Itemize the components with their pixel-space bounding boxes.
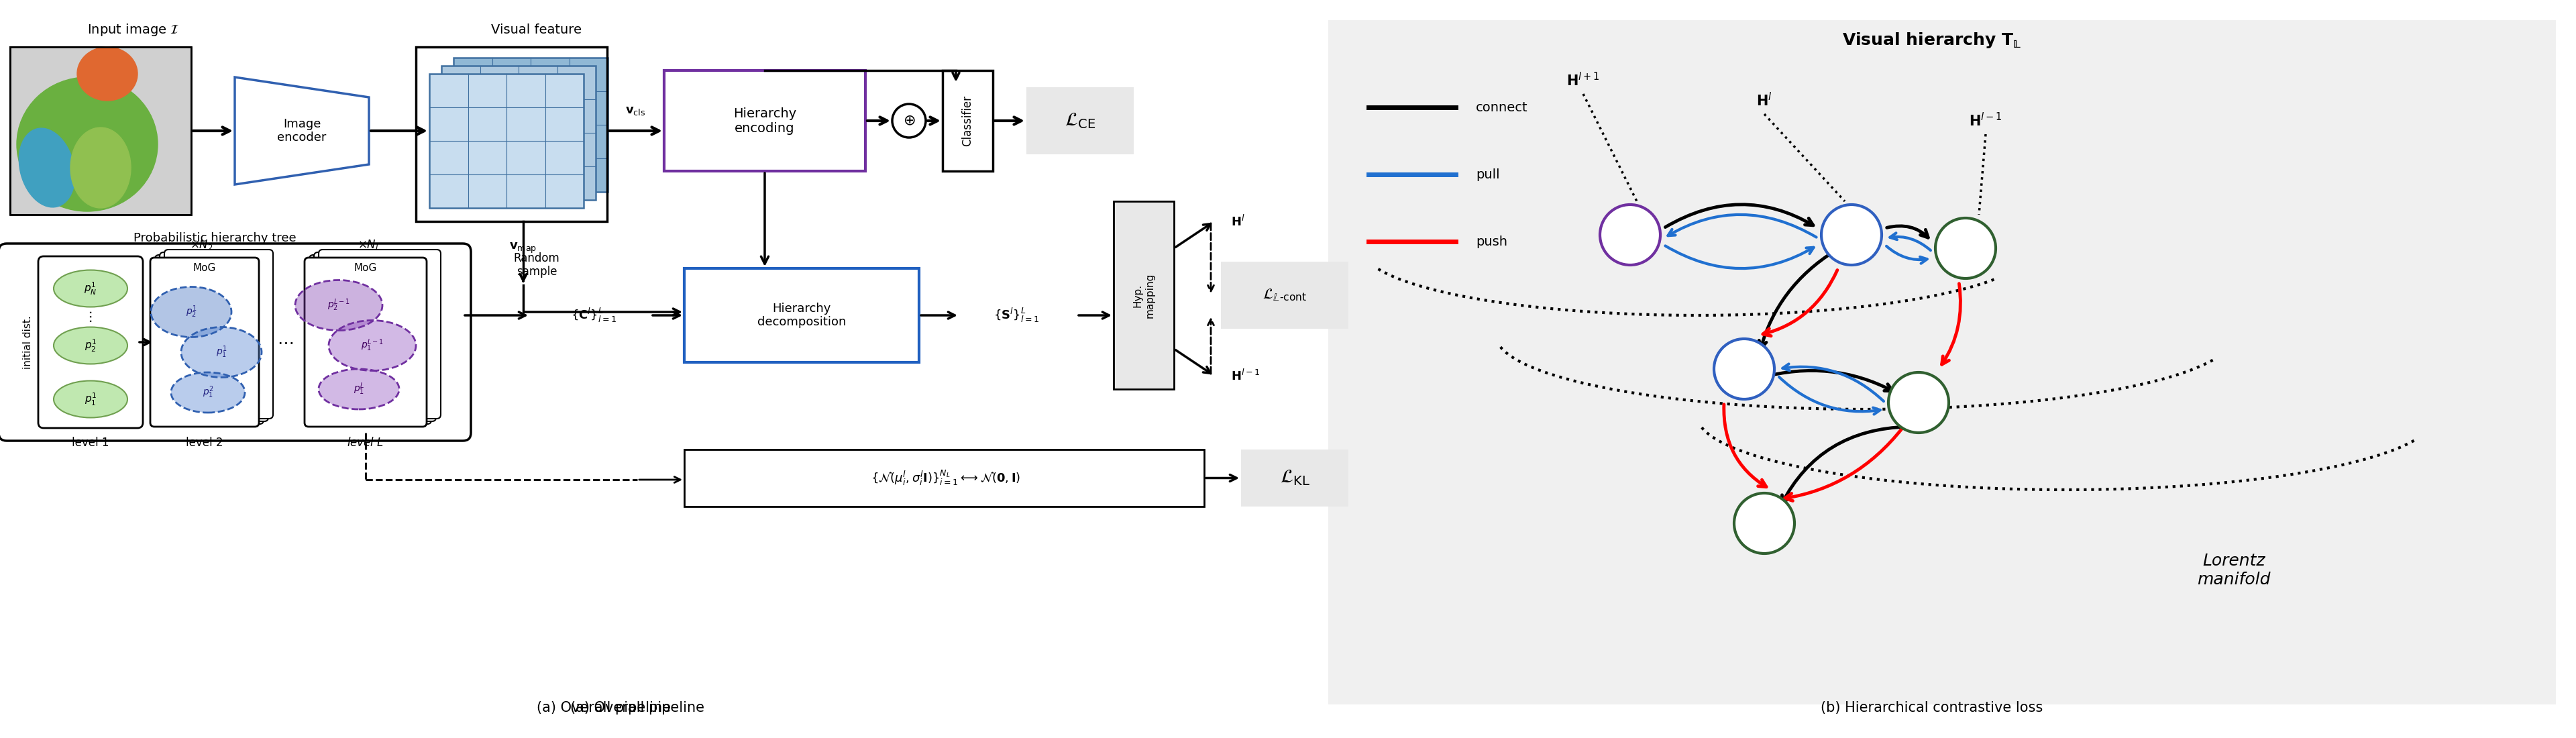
Text: MoG: MoG [353,263,376,273]
Ellipse shape [18,128,75,207]
Polygon shape [234,77,368,184]
FancyBboxPatch shape [685,269,920,362]
FancyBboxPatch shape [1329,20,2555,705]
FancyBboxPatch shape [165,249,273,418]
Text: $\{\mathbf{S}^l\}_{l=1}^L$: $\{\mathbf{S}^l\}_{l=1}^L$ [994,306,1038,324]
Text: push: push [1476,235,1507,248]
Circle shape [1734,493,1795,554]
FancyBboxPatch shape [665,70,866,171]
Circle shape [1713,339,1775,399]
Circle shape [1935,218,1996,278]
Text: $p_2^{L-1}$: $p_2^{L-1}$ [327,297,350,313]
Ellipse shape [170,373,245,413]
Text: $\mathbf{v}_{\rm map}$: $\mathbf{v}_{\rm map}$ [510,241,536,255]
Ellipse shape [180,327,263,377]
FancyBboxPatch shape [1221,262,1347,328]
Ellipse shape [319,369,399,410]
Text: $\mathcal{L}_{\mathbb{L}\text{-cont}}$: $\mathcal{L}_{\mathbb{L}\text{-cont}}$ [1262,288,1306,303]
Text: $\mathbf{H}^{l-1}$: $\mathbf{H}^{l-1}$ [1231,368,1260,383]
FancyBboxPatch shape [1113,201,1175,389]
Text: Probabilistic hierarchy tree: Probabilistic hierarchy tree [134,232,296,244]
FancyBboxPatch shape [319,249,440,418]
FancyBboxPatch shape [1242,449,1347,506]
Text: initial dist.: initial dist. [23,315,33,369]
Text: $\times N_L$: $\times N_L$ [358,238,381,252]
FancyBboxPatch shape [149,258,260,427]
Ellipse shape [18,77,157,211]
Text: pull: pull [1476,168,1499,181]
Text: $\mathbf{v}_{\rm cls}$: $\mathbf{v}_{\rm cls}$ [626,105,647,117]
Ellipse shape [54,270,126,307]
Ellipse shape [330,320,415,370]
Text: $\mathcal{L}_{\rm CE}$: $\mathcal{L}_{\rm CE}$ [1064,111,1095,130]
Text: $p_1^1$: $p_1^1$ [85,391,98,407]
FancyBboxPatch shape [0,244,471,441]
Text: Hyp.
mapping: Hyp. mapping [1133,272,1154,318]
Text: $p_1^L$: $p_1^L$ [353,382,363,397]
Ellipse shape [152,287,232,337]
FancyBboxPatch shape [453,58,608,192]
FancyBboxPatch shape [943,70,992,171]
FancyBboxPatch shape [309,255,430,424]
Text: $p_2^1$: $p_2^1$ [185,304,196,320]
FancyBboxPatch shape [160,252,268,421]
Text: $p_1^2$: $p_1^2$ [204,385,214,400]
Text: $p_N^1$: $p_N^1$ [85,280,98,296]
FancyBboxPatch shape [685,449,1203,506]
Text: Visual hierarchy $\mathbf{T_{\mathbb{L}}}$: Visual hierarchy $\mathbf{T_{\mathbb{L}}… [1842,31,2022,49]
Text: $\mathbf{H}^{l}$: $\mathbf{H}^{l}$ [1757,92,1772,109]
Circle shape [891,104,925,137]
Text: $p_2^1$: $p_2^1$ [85,338,98,354]
Ellipse shape [77,47,137,100]
Text: $\mathcal{L}_{\rm KL}$: $\mathcal{L}_{\rm KL}$ [1280,469,1309,487]
Text: (a) Overall pipeline: (a) Overall pipeline [569,701,703,714]
Text: (a) Overall pipeline: (a) Overall pipeline [536,701,670,714]
Circle shape [1888,373,1950,432]
Text: $\mathbf{H}^{l+1}$: $\mathbf{H}^{l+1}$ [1566,72,1600,89]
FancyBboxPatch shape [39,256,142,428]
Text: Classifier: Classifier [961,95,974,146]
Text: Hierarchy
decomposition: Hierarchy decomposition [757,303,845,328]
Ellipse shape [70,128,131,208]
Text: Input image $\mathcal{I}$: Input image $\mathcal{I}$ [88,22,180,38]
Ellipse shape [296,280,381,331]
FancyBboxPatch shape [10,47,191,215]
FancyBboxPatch shape [1025,87,1133,154]
Circle shape [1821,204,1880,265]
Text: Lorentz
manifold: Lorentz manifold [2197,553,2269,587]
Text: MoG: MoG [193,263,216,273]
Text: level 1: level 1 [72,437,108,449]
Text: $\times N_2$: $\times N_2$ [191,238,214,252]
Text: $p_1^1$: $p_1^1$ [216,345,227,360]
Circle shape [1600,204,1662,265]
FancyBboxPatch shape [440,66,595,200]
Text: $\{\mathcal{N}(\mu_i^l, \sigma_i^l\mathbf{I})\}_{i=1}^{N_L} \longleftrightarrow : $\{\mathcal{N}(\mu_i^l, \sigma_i^l\mathb… [871,469,1020,487]
Text: $p_1^{L-1}$: $p_1^{L-1}$ [361,338,384,353]
Ellipse shape [54,327,126,364]
Text: $\mathbf{H}^{l-1}$: $\mathbf{H}^{l-1}$ [1968,112,2002,129]
Text: Visual feature: Visual feature [492,24,582,37]
FancyBboxPatch shape [155,255,263,424]
Text: $\cdots$: $\cdots$ [278,334,294,351]
FancyBboxPatch shape [430,74,585,208]
Text: level $L$: level $L$ [348,437,384,449]
Text: $\mathbf{H}^l$: $\mathbf{H}^l$ [1231,214,1244,229]
FancyBboxPatch shape [314,252,435,421]
Text: level 2: level 2 [185,437,224,449]
Text: connect: connect [1476,101,1528,114]
Text: $\cdots$: $\cdots$ [85,310,98,323]
Text: Random
sample: Random sample [513,252,559,278]
FancyBboxPatch shape [304,258,428,427]
Text: (b) Hierarchical contrastive loss: (b) Hierarchical contrastive loss [1821,701,2043,714]
Text: $\oplus$: $\oplus$ [902,114,914,128]
Text: Hierarchy
encoding: Hierarchy encoding [734,107,796,134]
Ellipse shape [54,381,126,418]
Text: $\{\mathbf{C}^l\}_{l=1}^L$: $\{\mathbf{C}^l\}_{l=1}^L$ [572,306,616,324]
Text: Image
encoder: Image encoder [278,118,327,144]
